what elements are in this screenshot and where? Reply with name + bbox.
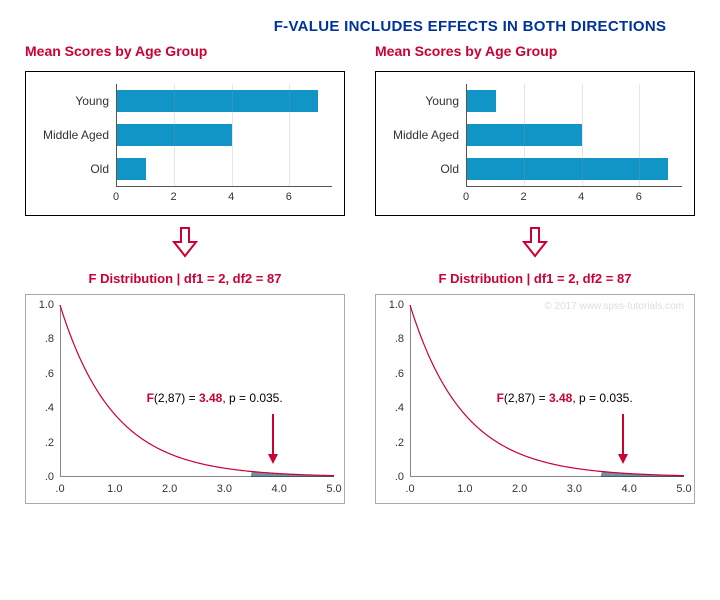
grid-line	[174, 84, 175, 186]
grid-line	[582, 84, 583, 186]
f-ytick: .0	[45, 471, 54, 483]
f-annotation: F(2,87) = 3.48, p = 0.035.	[497, 391, 633, 405]
f-ytick: .8	[395, 333, 404, 345]
bar-rect	[467, 90, 496, 112]
bar-xtick: 6	[636, 191, 642, 203]
bar-row: Old	[467, 158, 668, 180]
f-xtick: 4.0	[622, 483, 637, 495]
bar-label: Middle Aged	[43, 128, 109, 142]
f-xtick: 2.0	[512, 483, 527, 495]
top-row: Mean Scores by Age Group Young Middle Age…	[25, 43, 695, 267]
f-xtick: 4.0	[272, 483, 287, 495]
bottom-row: F Distribution | df1 = 2, df2 = 87 1.0 .8…	[25, 267, 695, 504]
bar-subtitle-left: Mean Scores by Age Group	[25, 43, 345, 59]
grid-line	[232, 84, 233, 186]
f-ytick: .6	[395, 368, 404, 380]
down-arrow-icon	[25, 226, 345, 263]
grid-line	[524, 84, 525, 186]
f-title-left: F Distribution | df1 = 2, df2 = 87	[25, 271, 345, 286]
f-ytick: .4	[45, 402, 54, 414]
bar-xtick: 0	[463, 191, 469, 203]
bar-xtick: 4	[578, 191, 584, 203]
f-xtick: 3.0	[217, 483, 232, 495]
left-bar-panel: Mean Scores by Age Group Young Middle Age…	[25, 43, 345, 267]
bar-xtick: 2	[521, 191, 527, 203]
bar-subtitle-right: Mean Scores by Age Group	[375, 43, 695, 59]
bar-label: Old	[440, 162, 459, 176]
f-ytick: 1.0	[389, 299, 404, 311]
annotation-arrow-icon	[267, 408, 279, 470]
f-chart-right: © 2017 www.spss-tutorials.com 1.0.8.6.4.…	[375, 294, 695, 504]
f-xtick: 5.0	[676, 483, 691, 495]
f-title-right: F Distribution | df1 = 2, df2 = 87	[375, 271, 695, 286]
bar-xtick: 4	[228, 191, 234, 203]
annotation-arrow-icon	[617, 408, 629, 470]
chart-grid: Mean Scores by Age Group Young Middle Age…	[0, 35, 720, 504]
left-f-panel: F Distribution | df1 = 2, df2 = 87 1.0 .8…	[25, 267, 345, 504]
f-ytick: .2	[45, 437, 54, 449]
bar-xtick: 6	[286, 191, 292, 203]
f-xtick: 1.0	[107, 483, 122, 495]
f-xtick: .0	[55, 483, 64, 495]
bar-chart-left: Young Middle Aged Old 0 2 4 6	[25, 71, 345, 216]
bar-row: Young	[117, 90, 318, 112]
f-chart-left: 1.0 .8 .6 .4 .2 .0.0 1.0 2.0 3.0 4.0 5.0 F(2,87) = …	[25, 294, 345, 504]
bar-rect	[117, 158, 146, 180]
grid-line	[289, 84, 290, 186]
grid-line	[639, 84, 640, 186]
f-ytick: .8	[45, 333, 54, 345]
bar-label: Young	[425, 94, 459, 108]
bar-label: Middle Aged	[393, 128, 459, 142]
bar-xtick: 2	[171, 191, 177, 203]
f-xtick: 1.0	[457, 483, 472, 495]
f-xtick: 3.0	[567, 483, 582, 495]
down-arrow-icon	[375, 226, 695, 263]
right-f-panel: F Distribution | df1 = 2, df2 = 87 © 201…	[375, 267, 695, 504]
bar-row: Young	[467, 90, 496, 112]
bar-chart-right: Young Middle Aged Old 0 2 4 6	[375, 71, 695, 216]
f-xtick: 5.0	[326, 483, 341, 495]
bar-label: Young	[75, 94, 109, 108]
f-ytick: 1.0	[39, 299, 54, 311]
f-ytick: .2	[395, 437, 404, 449]
f-ytick: .6	[45, 368, 54, 380]
f-xtick: .0	[405, 483, 414, 495]
f-annotation: F(2,87) = 3.48, p = 0.035.	[147, 391, 283, 405]
right-bar-panel: Mean Scores by Age Group Young Middle Age…	[375, 43, 695, 267]
bar-label: Old	[90, 162, 109, 176]
page-title: F-VALUE INCLUDES EFFECTS IN BOTH DIRECTI…	[0, 0, 720, 35]
f-ytick: .4	[395, 402, 404, 414]
f-xtick: 2.0	[162, 483, 177, 495]
bar-row: Old	[117, 158, 146, 180]
bar-rect	[117, 90, 318, 112]
f-ytick: .0	[395, 471, 404, 483]
bar-xtick: 0	[113, 191, 119, 203]
bar-rect	[467, 158, 668, 180]
